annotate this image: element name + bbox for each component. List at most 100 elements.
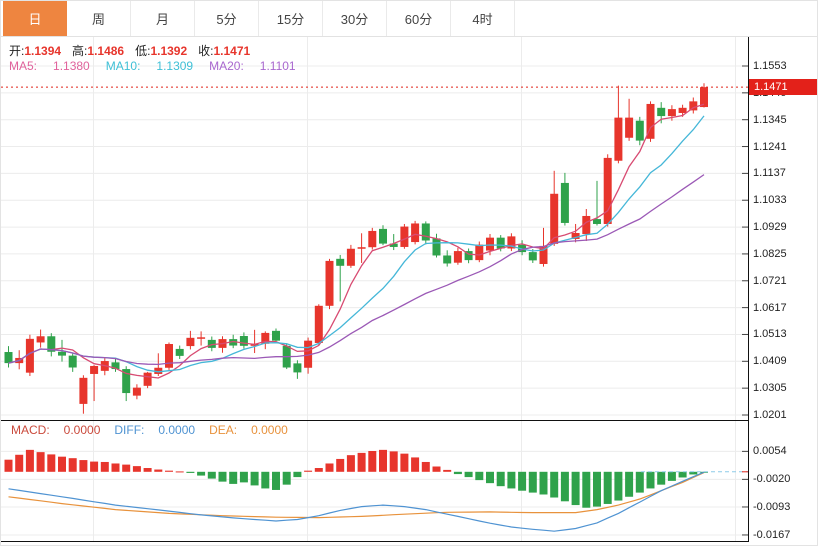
price-axis-label: 1.0617 <box>753 301 787 314</box>
macd-bar <box>165 470 173 472</box>
macd-axis-label: 0.0054 <box>753 445 787 458</box>
candle-body <box>646 103 655 139</box>
tab-15min[interactable]: 15分 <box>259 1 323 36</box>
current-price-badge: 1.1471 <box>749 79 817 95</box>
candle-body <box>122 369 131 394</box>
diff-value: 0.0000 <box>158 423 196 437</box>
tab-30min[interactable]: 30分 <box>323 1 387 36</box>
candle-body <box>389 243 398 247</box>
macd-bar <box>464 471 473 478</box>
candle-body <box>186 337 195 347</box>
macd-bar <box>432 466 441 472</box>
macd-bar <box>68 458 77 472</box>
candle-body <box>346 248 355 266</box>
price-axis-label: 1.0513 <box>753 328 787 341</box>
macd-bar <box>593 471 601 507</box>
candle-body <box>25 338 34 373</box>
macd-bar <box>186 471 195 473</box>
ma10-value: 1.1309 <box>156 59 194 73</box>
ma20-label: MA20: <box>209 59 244 73</box>
candle-body <box>79 377 88 404</box>
macd-bar <box>539 471 548 495</box>
macd-axis-label: -0.0020 <box>753 473 791 486</box>
candle-body <box>132 387 141 396</box>
macd-bar <box>15 454 24 472</box>
candle-body <box>58 351 66 356</box>
candle-body <box>432 238 441 256</box>
macd-axis-label: -0.0093 <box>753 500 791 513</box>
candle-body <box>507 236 516 249</box>
tab-week[interactable]: 周 <box>67 1 131 36</box>
candle-body <box>272 330 280 341</box>
candle-body <box>571 233 580 239</box>
candle-body <box>36 336 45 343</box>
candle-body <box>175 348 184 356</box>
ma20-value: 1.1101 <box>259 59 296 73</box>
macd-bar <box>143 468 152 472</box>
open-value: 1.1394 <box>24 44 62 58</box>
candle-body <box>603 157 612 224</box>
candle-body <box>667 109 676 117</box>
candle-body <box>700 87 708 108</box>
candle-body <box>325 260 334 306</box>
macd-bar <box>550 471 559 498</box>
candle-body <box>293 363 302 373</box>
macd-bar <box>560 471 569 502</box>
price-axis-label: 1.0409 <box>753 355 787 368</box>
macd-bar <box>304 470 313 472</box>
price-axis-label: 1.1137 <box>753 167 786 180</box>
macd-bar <box>58 456 66 472</box>
macd-bar <box>90 461 99 472</box>
macd-bar <box>175 471 184 473</box>
close-label: 收: <box>198 44 214 58</box>
macd-bar <box>507 471 516 489</box>
macd-bar <box>47 454 56 472</box>
candle-body <box>165 344 173 368</box>
macd-bar <box>100 461 109 472</box>
price-axis-label: 1.0201 <box>753 409 787 421</box>
candle-body <box>68 355 77 368</box>
candle-body <box>368 230 377 248</box>
macd-bar <box>667 471 676 481</box>
candle-body <box>657 107 666 117</box>
candle-body <box>443 255 452 264</box>
macd-bar <box>293 471 302 478</box>
macd-axis-label: -0.0167 <box>753 528 791 541</box>
ohlc-readout: 开:1.1394 高:1.1486 低:1.1392 收:1.1471 <box>9 42 261 59</box>
macd-bar <box>475 471 484 481</box>
candle-body <box>239 336 248 346</box>
macd-bar <box>614 471 623 501</box>
candle-body <box>453 251 462 263</box>
price-axis-label: 1.0721 <box>753 274 787 287</box>
candle-body <box>560 182 569 223</box>
candle-body <box>229 339 238 346</box>
macd-bar <box>325 463 334 472</box>
tab-4hour[interactable]: 4时 <box>451 1 515 36</box>
macd-bar <box>453 471 462 475</box>
macd-bar <box>122 464 131 472</box>
candle-body <box>336 258 345 266</box>
tab-day[interactable]: 日 <box>3 1 67 36</box>
macd-bar <box>346 455 355 472</box>
macd-bar <box>443 469 452 472</box>
tab-5min[interactable]: 5分 <box>195 1 259 36</box>
tab-60min[interactable]: 60分 <box>387 1 451 36</box>
ma10-label: MA10: <box>105 59 141 73</box>
price-axis-label: 1.1553 <box>753 60 787 72</box>
tab-month[interactable]: 月 <box>131 1 195 36</box>
close-value: 1.1471 <box>213 44 251 58</box>
macd-bar <box>207 471 216 479</box>
price-axis-label: 1.1345 <box>753 113 787 126</box>
price-axis-label: 1.0825 <box>753 247 787 260</box>
macd-bar <box>218 471 227 482</box>
macd-bar <box>571 471 580 506</box>
candle-body <box>464 251 473 261</box>
candle-body <box>593 219 601 224</box>
macd-bar <box>229 471 238 484</box>
candle-body <box>635 120 644 141</box>
macd-bar <box>389 451 398 472</box>
macd-bar <box>678 471 687 478</box>
macd-readout: MACD: 0.0000 DIFF: 0.0000 DEA: 0.0000 <box>11 423 302 437</box>
